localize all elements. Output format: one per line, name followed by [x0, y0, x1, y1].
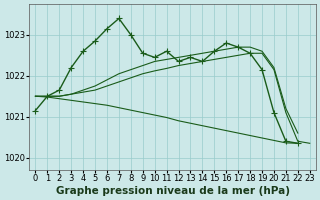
X-axis label: Graphe pression niveau de la mer (hPa): Graphe pression niveau de la mer (hPa) [56, 186, 290, 196]
